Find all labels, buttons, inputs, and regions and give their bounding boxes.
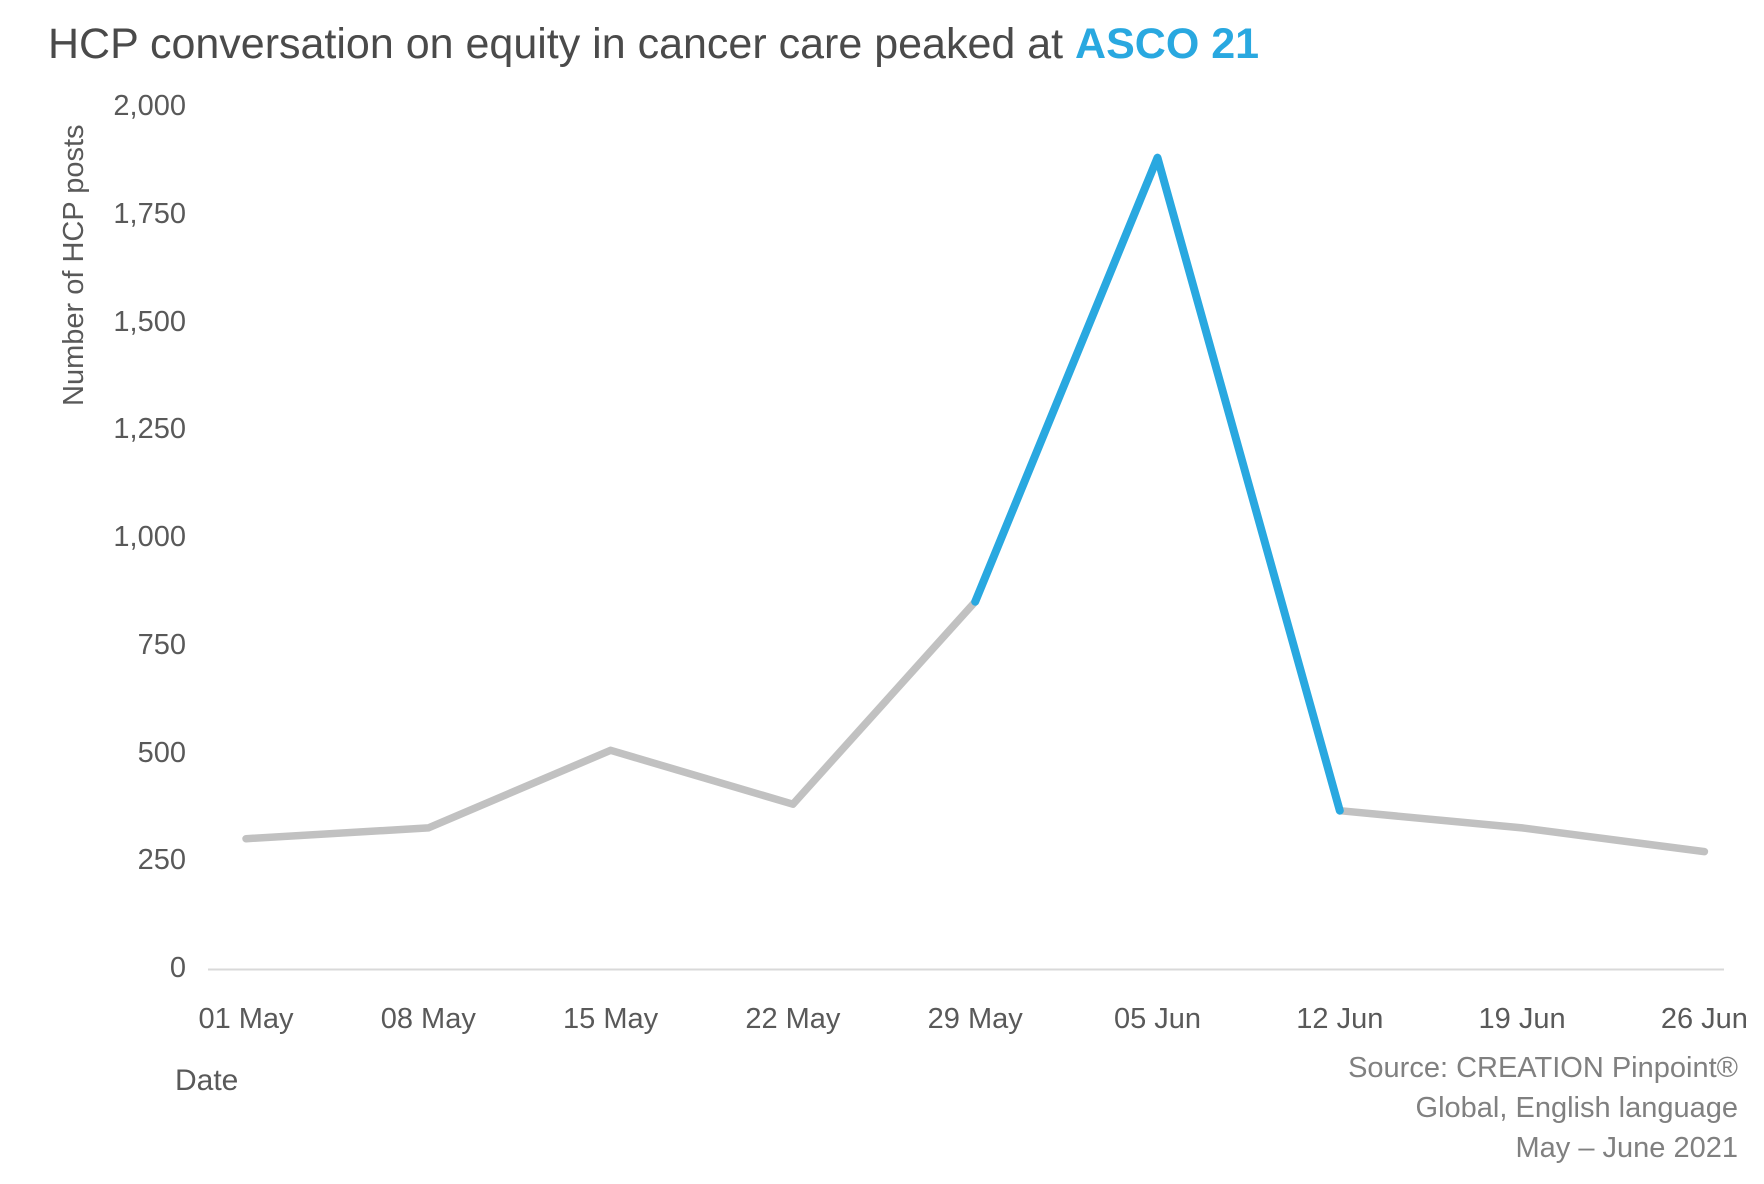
x-tick-label: 01 May bbox=[198, 1003, 294, 1035]
source-line-3: May – June 2021 bbox=[1515, 1132, 1738, 1164]
series-line-highlight bbox=[971, 153, 1344, 815]
source-line-1: Source: CREATION Pinpoint® bbox=[1348, 1052, 1738, 1084]
y-tick-label: 250 bbox=[137, 844, 186, 877]
chart-title-text: HCP conversation on equity in cancer car… bbox=[48, 20, 1076, 68]
x-tick-label: 19 Jun bbox=[1478, 1003, 1566, 1035]
source-line-2: Global, English language bbox=[1415, 1092, 1738, 1124]
y-tick-label: 1,000 bbox=[113, 521, 186, 553]
chart-title-highlight: ASCO 21 bbox=[1075, 20, 1260, 68]
x-tick-label: 15 May bbox=[563, 1003, 659, 1035]
x-axis-title: Date bbox=[175, 1064, 239, 1097]
x-tick-label: 22 May bbox=[745, 1003, 841, 1035]
y-tick-label: 500 bbox=[137, 736, 186, 769]
y-tick-label: 1,250 bbox=[113, 413, 186, 446]
x-tick-label: 05 Jun bbox=[1113, 1003, 1202, 1035]
source-note: Source: CREATION Pinpoint® Global, Engli… bbox=[1348, 1048, 1738, 1168]
y-tick-label: 750 bbox=[137, 628, 186, 661]
y-tick-label: 0 bbox=[169, 952, 186, 984]
x-tick-label: 12 Jun bbox=[1296, 1003, 1384, 1035]
chart-title: HCP conversation on equity in cancer car… bbox=[48, 18, 1259, 70]
x-tick-label: 29 May bbox=[927, 1003, 1023, 1035]
series-line-gray-right bbox=[1336, 806, 1709, 856]
y-tick-label: 1,500 bbox=[113, 305, 186, 338]
x-tick-label: 08 May bbox=[380, 1003, 476, 1035]
y-tick-label: 2,000 bbox=[113, 90, 186, 122]
y-tick-label: 1,750 bbox=[113, 197, 186, 230]
series-line-gray-left bbox=[242, 597, 979, 843]
x-tick-label: 26 Jun bbox=[1660, 1003, 1748, 1035]
